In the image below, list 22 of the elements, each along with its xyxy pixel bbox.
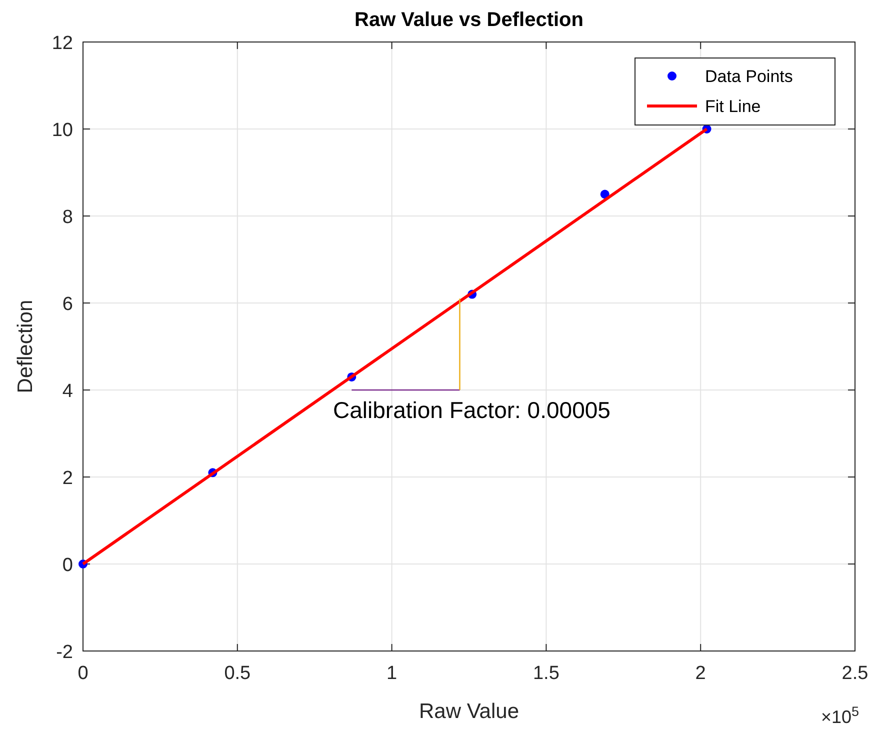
x-axis-title: Raw Value	[419, 700, 519, 723]
x-tick-label: 1.5	[532, 663, 560, 684]
y-tick-label: 6	[62, 294, 73, 315]
legend-label: Fit Line	[705, 97, 761, 116]
x-tick-label: 2	[695, 663, 706, 684]
y-tick-label: 4	[62, 381, 74, 402]
y-tick-label: 12	[52, 33, 73, 54]
y-tick-label: -2	[56, 642, 73, 663]
x-tick-label: 1	[386, 663, 398, 684]
y-tick-label: 2	[62, 468, 73, 489]
legend-label: Data Points	[705, 67, 793, 86]
y-tick-label: 8	[62, 207, 73, 228]
point	[600, 190, 610, 199]
x-tick-label: 0	[78, 663, 88, 684]
annotation: Calibration Factor: 0.00005	[333, 397, 610, 423]
y-tick-label: 10	[52, 120, 73, 141]
y-axis-title: Deflection	[14, 300, 37, 394]
x-tick-label: 0.5	[224, 663, 251, 684]
chart-title: Raw Value vs Deflection	[354, 9, 584, 31]
x-tick-label: 2.5	[842, 663, 868, 684]
y-tick-label: 0	[62, 555, 73, 576]
text: ×10$^{5}$	[820, 704, 859, 727]
